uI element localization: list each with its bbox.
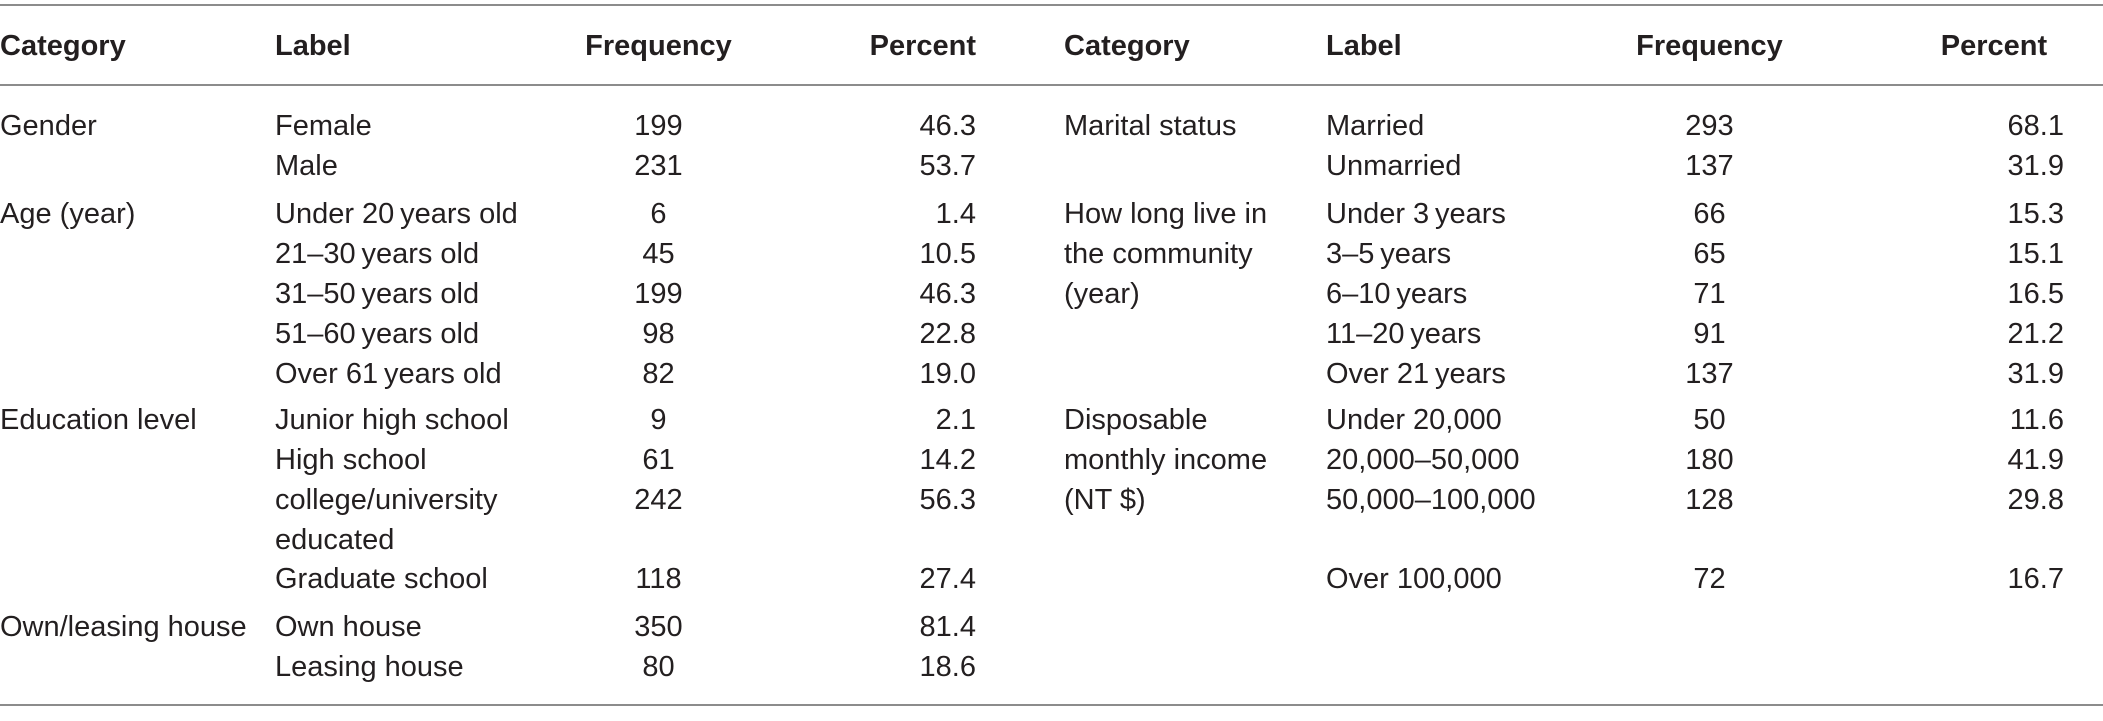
table-cell-frequency: 231 [634,150,683,182]
table-cell-percent: 19.0 [919,358,976,390]
table-cell-frequency: 80 [642,651,675,683]
table-cell-percent: 14.2 [919,444,976,476]
header-frequency-right: Frequency [1636,30,1783,62]
table-cell-frequency: 98 [642,318,675,350]
table-cell-percent: 10.5 [919,238,976,270]
table-cell-frequency: 72 [1693,563,1726,595]
table-cell-label: High school [275,444,427,476]
table-cell-frequency: 180 [1685,444,1734,476]
table-cell-label: Married [1326,110,1425,142]
table-cell-category: Marital status [1064,110,1237,142]
table-cell-label: 50,000–100,000 [1326,484,1536,516]
table-cell-frequency: 91 [1693,318,1726,350]
table-cell-frequency: 6 [650,198,667,230]
table-cell-category-continued: the community [1064,238,1253,270]
table-cell-frequency: 128 [1685,484,1734,516]
table-cell-percent: 18.6 [919,651,976,683]
table-cell-label: Under 20,000 [1326,404,1502,436]
table-cell-label: 51–60 years old [275,318,480,350]
table-cell-label: Unmarried [1326,150,1462,182]
table-cell-frequency: 65 [1693,238,1726,270]
table-cell-label: 11–20 years [1326,318,1482,350]
table-cell-percent: 16.5 [2007,278,2064,310]
table-cell-category-continued: (year) [1064,278,1140,310]
table-cell-frequency: 82 [642,358,675,390]
table-cell-percent: 68.1 [2007,110,2064,142]
table-cell-label: Graduate school [275,563,488,595]
table-cell-category-continued: (NT $) [1064,484,1146,516]
table-cell-percent: 2.1 [935,404,976,436]
header-label-right: Label [1326,30,1402,62]
table-cell-percent: 29.8 [2007,484,2064,516]
table-cell-label: college/university [275,484,498,516]
table-cell-percent: 81.4 [919,611,976,643]
table-header-rule [0,84,2103,86]
table-cell-category: Disposable [1064,404,1208,436]
header-category-right: Category [1064,30,1190,62]
table-cell-label: Over 100,000 [1326,563,1502,595]
table-cell-label: Leasing house [275,651,464,683]
table-cell-percent: 53.7 [919,150,976,182]
table-cell-category-continued: monthly income [1064,444,1268,476]
table-cell-label: 20,000–50,000 [1326,444,1520,476]
table-cell-percent: 16.7 [2007,563,2064,595]
table-cell-label: 6–10 years [1326,278,1468,310]
header-frequency-left: Frequency [585,30,732,62]
header-percent-right: Percent [1940,30,2048,62]
table-cell-category: How long live in [1064,198,1268,230]
table-cell-label: Over 21 years [1326,358,1506,390]
table-cell-label: Junior high school [275,404,509,436]
table-cell-frequency: 293 [1685,110,1734,142]
header-category-left: Category [0,30,126,62]
table-cell-percent: 27.4 [919,563,976,595]
table-cell-frequency: 66 [1693,198,1726,230]
table-bottom-rule [0,704,2103,706]
table-cell-percent: 15.3 [2007,198,2064,230]
table-cell-label: Under 3 years [1326,198,1506,230]
table-cell-category: Own/leasing house [0,611,247,643]
table-cell-frequency: 350 [634,611,683,643]
table-cell-label: Over 61 years old [275,358,502,390]
table-cell-label: 3–5 years [1326,238,1452,270]
table-cell-percent: 31.9 [2007,358,2064,390]
table-cell-frequency: 50 [1693,404,1726,436]
table-cell-frequency: 199 [634,278,683,310]
table-cell-percent: 22.8 [919,318,976,350]
table-cell-percent: 46.3 [919,278,976,310]
table-cell-percent: 41.9 [2007,444,2064,476]
table-cell-label: 21–30 years old [275,238,480,270]
table-cell-label: Under 20 years old [275,198,518,230]
table-cell-percent: 11.6 [2009,404,2064,436]
table-cell-percent: 56.3 [919,484,976,516]
table-cell-category: Age (year) [0,198,136,230]
table-cell-label: Own house [275,611,422,643]
table-cell-frequency: 61 [642,444,675,476]
table-cell-percent: 21.2 [2007,318,2064,350]
table-cell-label: Female [275,110,372,142]
table-cell-frequency: 9 [650,404,667,436]
table-cell-percent: 1.4 [935,198,976,230]
table-cell-frequency: 199 [634,110,683,142]
table-cell-percent: 15.1 [2007,238,2064,270]
header-label-left: Label [275,30,351,62]
table-cell-frequency: 118 [635,563,682,595]
table-top-rule [0,4,2103,6]
table-cell-frequency: 137 [1685,150,1734,182]
table-cell-percent: 31.9 [2007,150,2064,182]
table-cell-category: Education level [0,404,197,436]
table-cell-frequency: 71 [1693,278,1726,310]
table-cell-frequency: 242 [634,484,683,516]
table-cell-category: Gender [0,110,97,142]
header-percent-left: Percent [869,30,976,62]
table-cell-label-continued: educated [275,524,395,556]
table-cell-frequency: 137 [1685,358,1734,390]
table-cell-frequency: 45 [642,238,675,270]
table-cell-label: 31–50 years old [275,278,480,310]
table-cell-percent: 46.3 [919,110,976,142]
table-cell-label: Male [275,150,338,182]
